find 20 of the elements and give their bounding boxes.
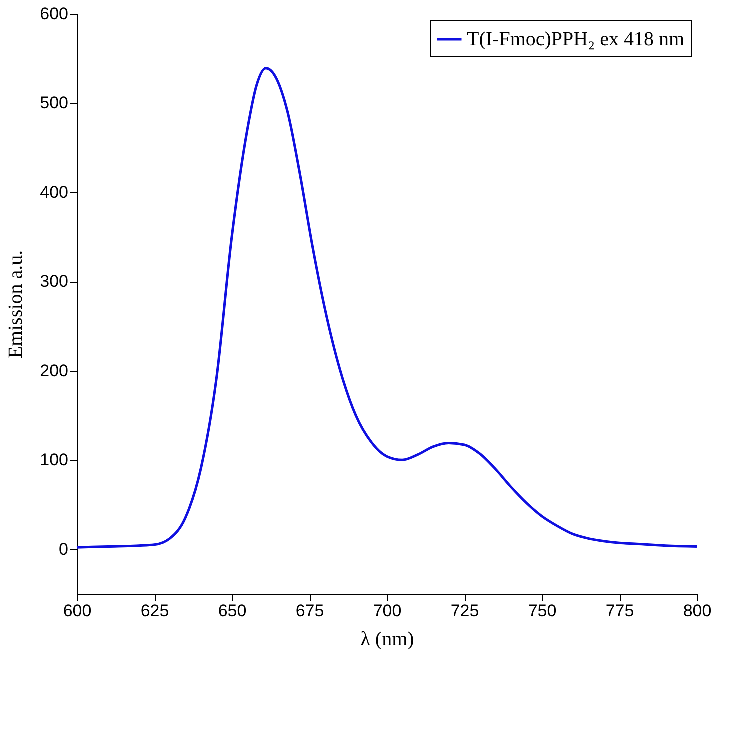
x-tick-label: 625	[140, 602, 170, 620]
x-tick-label: 650	[218, 602, 247, 620]
line-series	[76, 67, 698, 549]
y-axis-title: Emission a.u.	[5, 250, 28, 359]
x-tick-label: 750	[528, 602, 557, 620]
y-tick-label: 600	[40, 4, 68, 24]
x-tick-label: 775	[606, 602, 634, 620]
y-tick-label: 300	[40, 272, 68, 292]
x-tick-label: 675	[296, 602, 324, 620]
x-tick-label: 725	[450, 602, 480, 620]
x-tick-label: 800	[683, 602, 712, 620]
y-tick-label: 500	[40, 94, 68, 113]
y-tick-label: 0	[59, 540, 68, 559]
y-tick-label: 400	[40, 182, 68, 202]
x-tick-label: 700	[373, 602, 402, 620]
x-axis-title: λ (nm)	[360, 628, 414, 650]
y-tick-label: 200	[40, 361, 68, 380]
y-tick-label: 100	[40, 450, 68, 470]
x-tick-label: 600	[63, 602, 92, 620]
legend-label: T(I-Fmoc)PPH₂ ex 418 nm	[467, 28, 685, 50]
